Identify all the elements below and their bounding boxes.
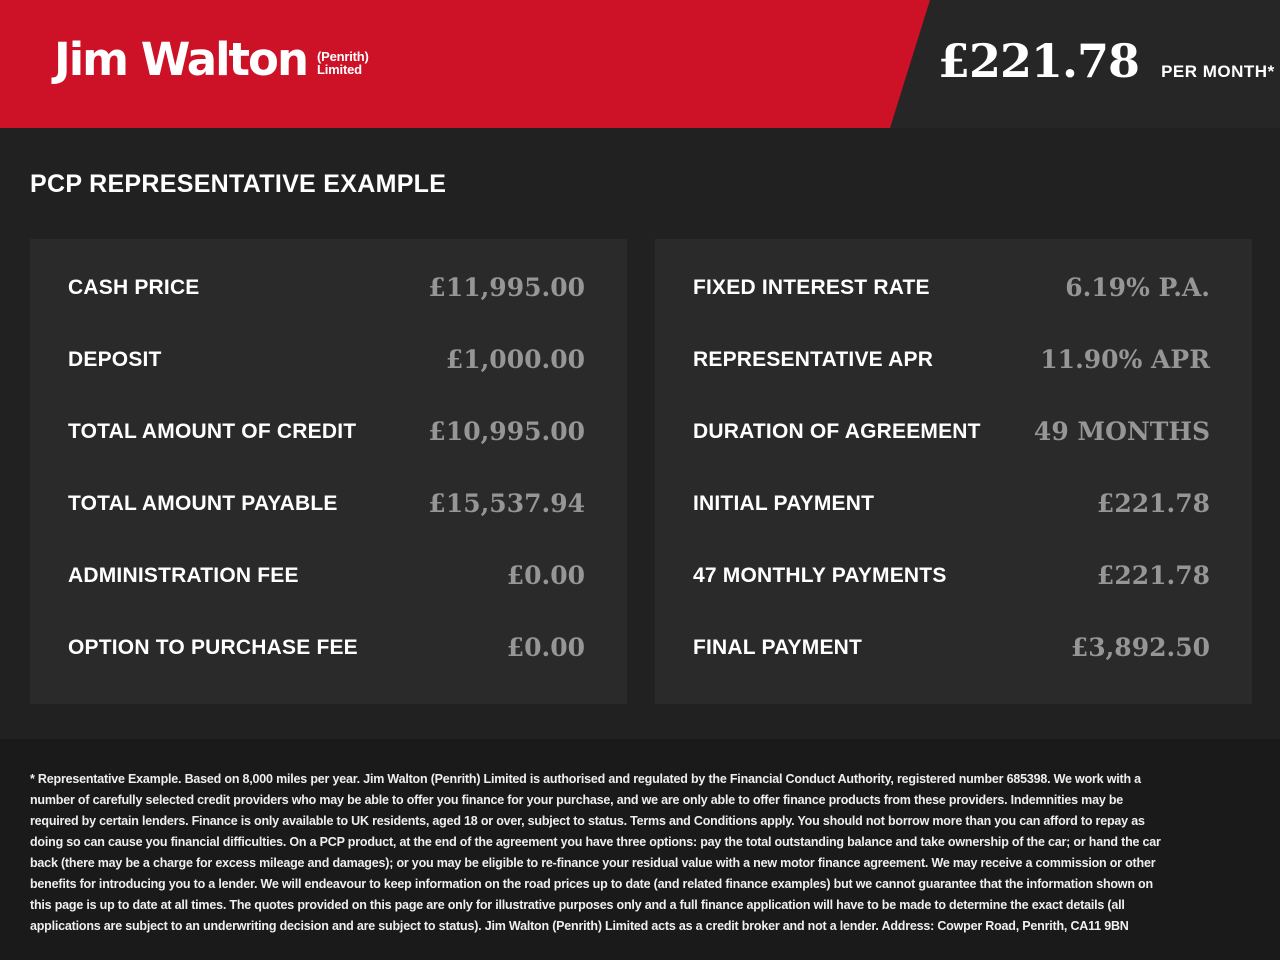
row-label-cash-price: CASH PRICE [68, 275, 200, 299]
table-row: TOTAL AMOUNT OF CREDIT £10,995.00 [68, 417, 585, 446]
row-label-final-payment: FINAL PAYMENT [693, 635, 863, 659]
dealer-logo-suffix-line1: (Penrith) [317, 49, 369, 64]
table-row: ADMINISTRATION FEE £0.00 [68, 561, 585, 590]
row-label-total-amount-payable: TOTAL AMOUNT PAYABLE [68, 491, 338, 515]
row-value-duration-of-agreement: 49 MONTHS [1033, 417, 1210, 446]
header-price-background-slab [890, 0, 1280, 128]
row-value-initial-payment: £221.78 [1096, 489, 1210, 518]
row-label-deposit: DEPOSIT [68, 347, 162, 371]
row-label-administration-fee: ADMINISTRATION FEE [68, 563, 299, 587]
header-banner: Jim Walton (Penrith) Limited £221.78 PER… [0, 0, 1280, 128]
row-value-total-amount-of-credit: £10,995.00 [428, 417, 585, 446]
row-value-cash-price: £11,995.00 [428, 273, 585, 302]
table-row: FINAL PAYMENT £3,892.50 [693, 633, 1210, 662]
monthly-price-block: £221.78 PER MONTH* [938, 36, 1275, 87]
table-row: FIXED INTEREST RATE 6.19% P.A. [693, 273, 1210, 302]
row-value-deposit: £1,000.00 [445, 345, 585, 374]
main-content: PCP REPRESENTATIVE EXAMPLE CASH PRICE £1… [0, 128, 1280, 704]
row-label-representative-apr: REPRESENTATIVE APR [693, 347, 934, 371]
row-value-monthly-payments: £221.78 [1096, 561, 1210, 590]
monthly-price-label: PER MONTH* [1161, 62, 1275, 81]
dealer-logo-suffix: (Penrith) Limited [317, 50, 369, 76]
row-value-representative-apr: 11.90% APR [1040, 345, 1210, 374]
table-row: 47 MONTHLY PAYMENTS £221.78 [693, 561, 1210, 590]
row-label-total-amount-of-credit: TOTAL AMOUNT OF CREDIT [68, 419, 357, 443]
row-value-administration-fee: £0.00 [506, 561, 585, 590]
dealer-logo-name: Jim Walton [54, 33, 309, 86]
row-label-initial-payment: INITIAL PAYMENT [693, 491, 875, 515]
row-value-total-amount-payable: £15,537.94 [428, 489, 585, 518]
finance-panels: CASH PRICE £11,995.00 DEPOSIT £1,000.00 … [30, 239, 1252, 704]
row-label-fixed-interest-rate: FIXED INTEREST RATE [693, 275, 930, 299]
row-value-final-payment: £3,892.50 [1070, 633, 1210, 662]
disclaimer-footer: * Representative Example. Based on 8,000… [0, 739, 1280, 960]
page-title: PCP REPRESENTATIVE EXAMPLE [30, 170, 447, 198]
table-row: DEPOSIT £1,000.00 [68, 345, 585, 374]
table-row: REPRESENTATIVE APR 11.90% APR [693, 345, 1210, 374]
row-label-monthly-payments: 47 MONTHLY PAYMENTS [693, 563, 947, 587]
finance-panel-left: CASH PRICE £11,995.00 DEPOSIT £1,000.00 … [30, 239, 627, 704]
row-label-duration-of-agreement: DURATION OF AGREEMENT [693, 419, 981, 443]
table-row: TOTAL AMOUNT PAYABLE £15,537.94 [68, 489, 585, 518]
monthly-price-value: £221.78 [938, 34, 1140, 88]
table-row: DURATION OF AGREEMENT 49 MONTHS [693, 417, 1210, 446]
finance-panel-right: FIXED INTEREST RATE 6.19% P.A. REPRESENT… [655, 239, 1252, 704]
dealer-logo[interactable]: Jim Walton (Penrith) Limited [54, 37, 369, 82]
table-row: CASH PRICE £11,995.00 [68, 273, 585, 302]
row-value-fixed-interest-rate: 6.19% P.A. [1065, 273, 1210, 302]
dealer-logo-suffix-line2: Limited [317, 62, 362, 77]
disclaimer-text: * Representative Example. Based on 8,000… [30, 772, 1161, 933]
row-label-option-to-purchase-fee: OPTION TO PURCHASE FEE [68, 635, 358, 659]
table-row: INITIAL PAYMENT £221.78 [693, 489, 1210, 518]
row-value-option-to-purchase-fee: £0.00 [506, 633, 585, 662]
table-row: OPTION TO PURCHASE FEE £0.00 [68, 633, 585, 662]
